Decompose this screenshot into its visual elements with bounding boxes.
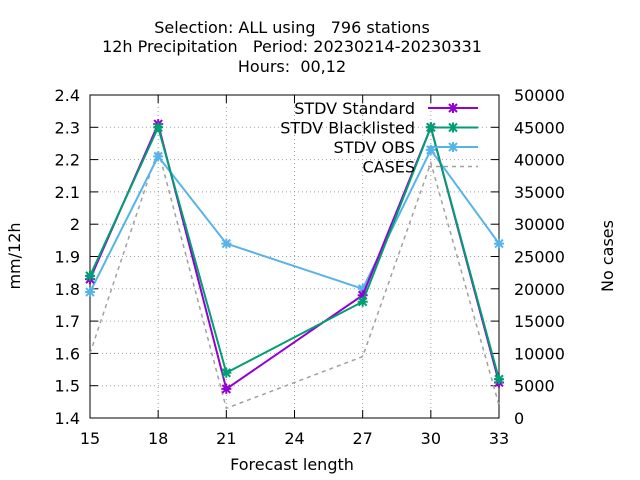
y-tick-label: 2 — [70, 215, 80, 234]
y-tick-label: 2.2 — [55, 151, 80, 170]
y2-tick-label: 20000 — [514, 280, 565, 299]
y-tick-label: 1.9 — [55, 248, 80, 267]
series-group — [85, 119, 504, 410]
y2-tick-label: 25000 — [514, 248, 565, 267]
x-tick-label: 30 — [421, 429, 441, 448]
data-point-stdv-blacklisted — [494, 374, 504, 385]
y2-tick-label: 50000 — [514, 86, 565, 105]
x-tick-label: 15 — [80, 429, 100, 448]
legend-marker-stdv-blacklisted — [448, 122, 458, 133]
series-cases — [89, 147, 500, 410]
data-point-stdv-blacklisted — [221, 367, 232, 378]
y-tick-label: 2.1 — [55, 183, 80, 202]
x-axis-label: Forecast length — [230, 455, 354, 474]
y2-tick-label: 5000 — [514, 377, 555, 396]
y2-tick-label: 10000 — [514, 344, 565, 363]
y-axis-label: mm/12h — [5, 222, 24, 289]
data-point-stdv-standard — [221, 383, 232, 394]
y2-tick-label: 0 — [514, 409, 524, 428]
y-tick-label: 1.6 — [55, 344, 80, 363]
y-tick-label: 1.4 — [55, 409, 80, 428]
y2-tick-label: 15000 — [514, 312, 565, 331]
legend-label-stdv-obs: STDV OBS — [334, 138, 415, 157]
data-point-stdv-obs — [425, 144, 436, 155]
x-tick-label: 24 — [284, 429, 304, 448]
y2-tick-label: 45000 — [514, 118, 565, 137]
y2-axis-label: No cases — [598, 220, 617, 292]
legend-label-stdv-standard: STDV Standard — [294, 99, 415, 118]
x-tick-label: 18 — [148, 429, 168, 448]
y2-tick-label: 30000 — [514, 215, 565, 234]
chart-title-line-1: Selection: ALL using 796 stations — [154, 18, 430, 37]
x-tick-label: 21 — [216, 429, 236, 448]
data-point-stdv-obs — [494, 238, 504, 249]
legend-marker-stdv-obs — [448, 142, 458, 152]
y-tick-label: 1.5 — [55, 377, 80, 396]
y-tick-label: 1.7 — [55, 312, 80, 331]
legend-label-cases: CASES — [362, 158, 415, 177]
x-tick-label: 27 — [352, 429, 372, 448]
legend-label-stdv-blacklisted: STDV Blacklisted — [280, 119, 415, 138]
series-stdv-blacklisted — [85, 122, 504, 385]
data-point-stdv-obs — [85, 287, 95, 298]
data-point-stdv-blacklisted — [357, 296, 368, 307]
data-point-stdv-blacklisted — [85, 270, 95, 281]
series-line-stdv-blacklisted — [89, 124, 500, 380]
y-tick-label: 2.4 — [55, 86, 80, 105]
y2-tick-label: 35000 — [514, 183, 565, 202]
y-tick-label: 2.3 — [55, 118, 80, 137]
data-point-stdv-standard — [357, 290, 368, 301]
grid — [90, 95, 499, 418]
y-tick-label: 1.8 — [55, 280, 80, 299]
x-tick-label: 33 — [489, 429, 509, 448]
data-point-stdv-blacklisted — [153, 122, 164, 133]
axis-ticks: 15 18 21 24 27 30 33 1.4 1.5 1.6 1.7 1.8 1.9 2 2.1 2.2 2… — [55, 86, 565, 448]
series-line-cases — [89, 147, 500, 410]
data-point-stdv-obs — [221, 238, 232, 249]
chart-title-line-2: 12h Precipitation Period: 20230214-20230… — [102, 37, 482, 56]
data-point-stdv-obs — [153, 151, 164, 162]
legend-marker-stdv-standard — [448, 103, 458, 113]
y2-tick-label: 40000 — [514, 151, 565, 170]
chart-title-line-3: Hours: 00,12 — [238, 57, 346, 76]
data-point-stdv-obs — [357, 283, 368, 294]
